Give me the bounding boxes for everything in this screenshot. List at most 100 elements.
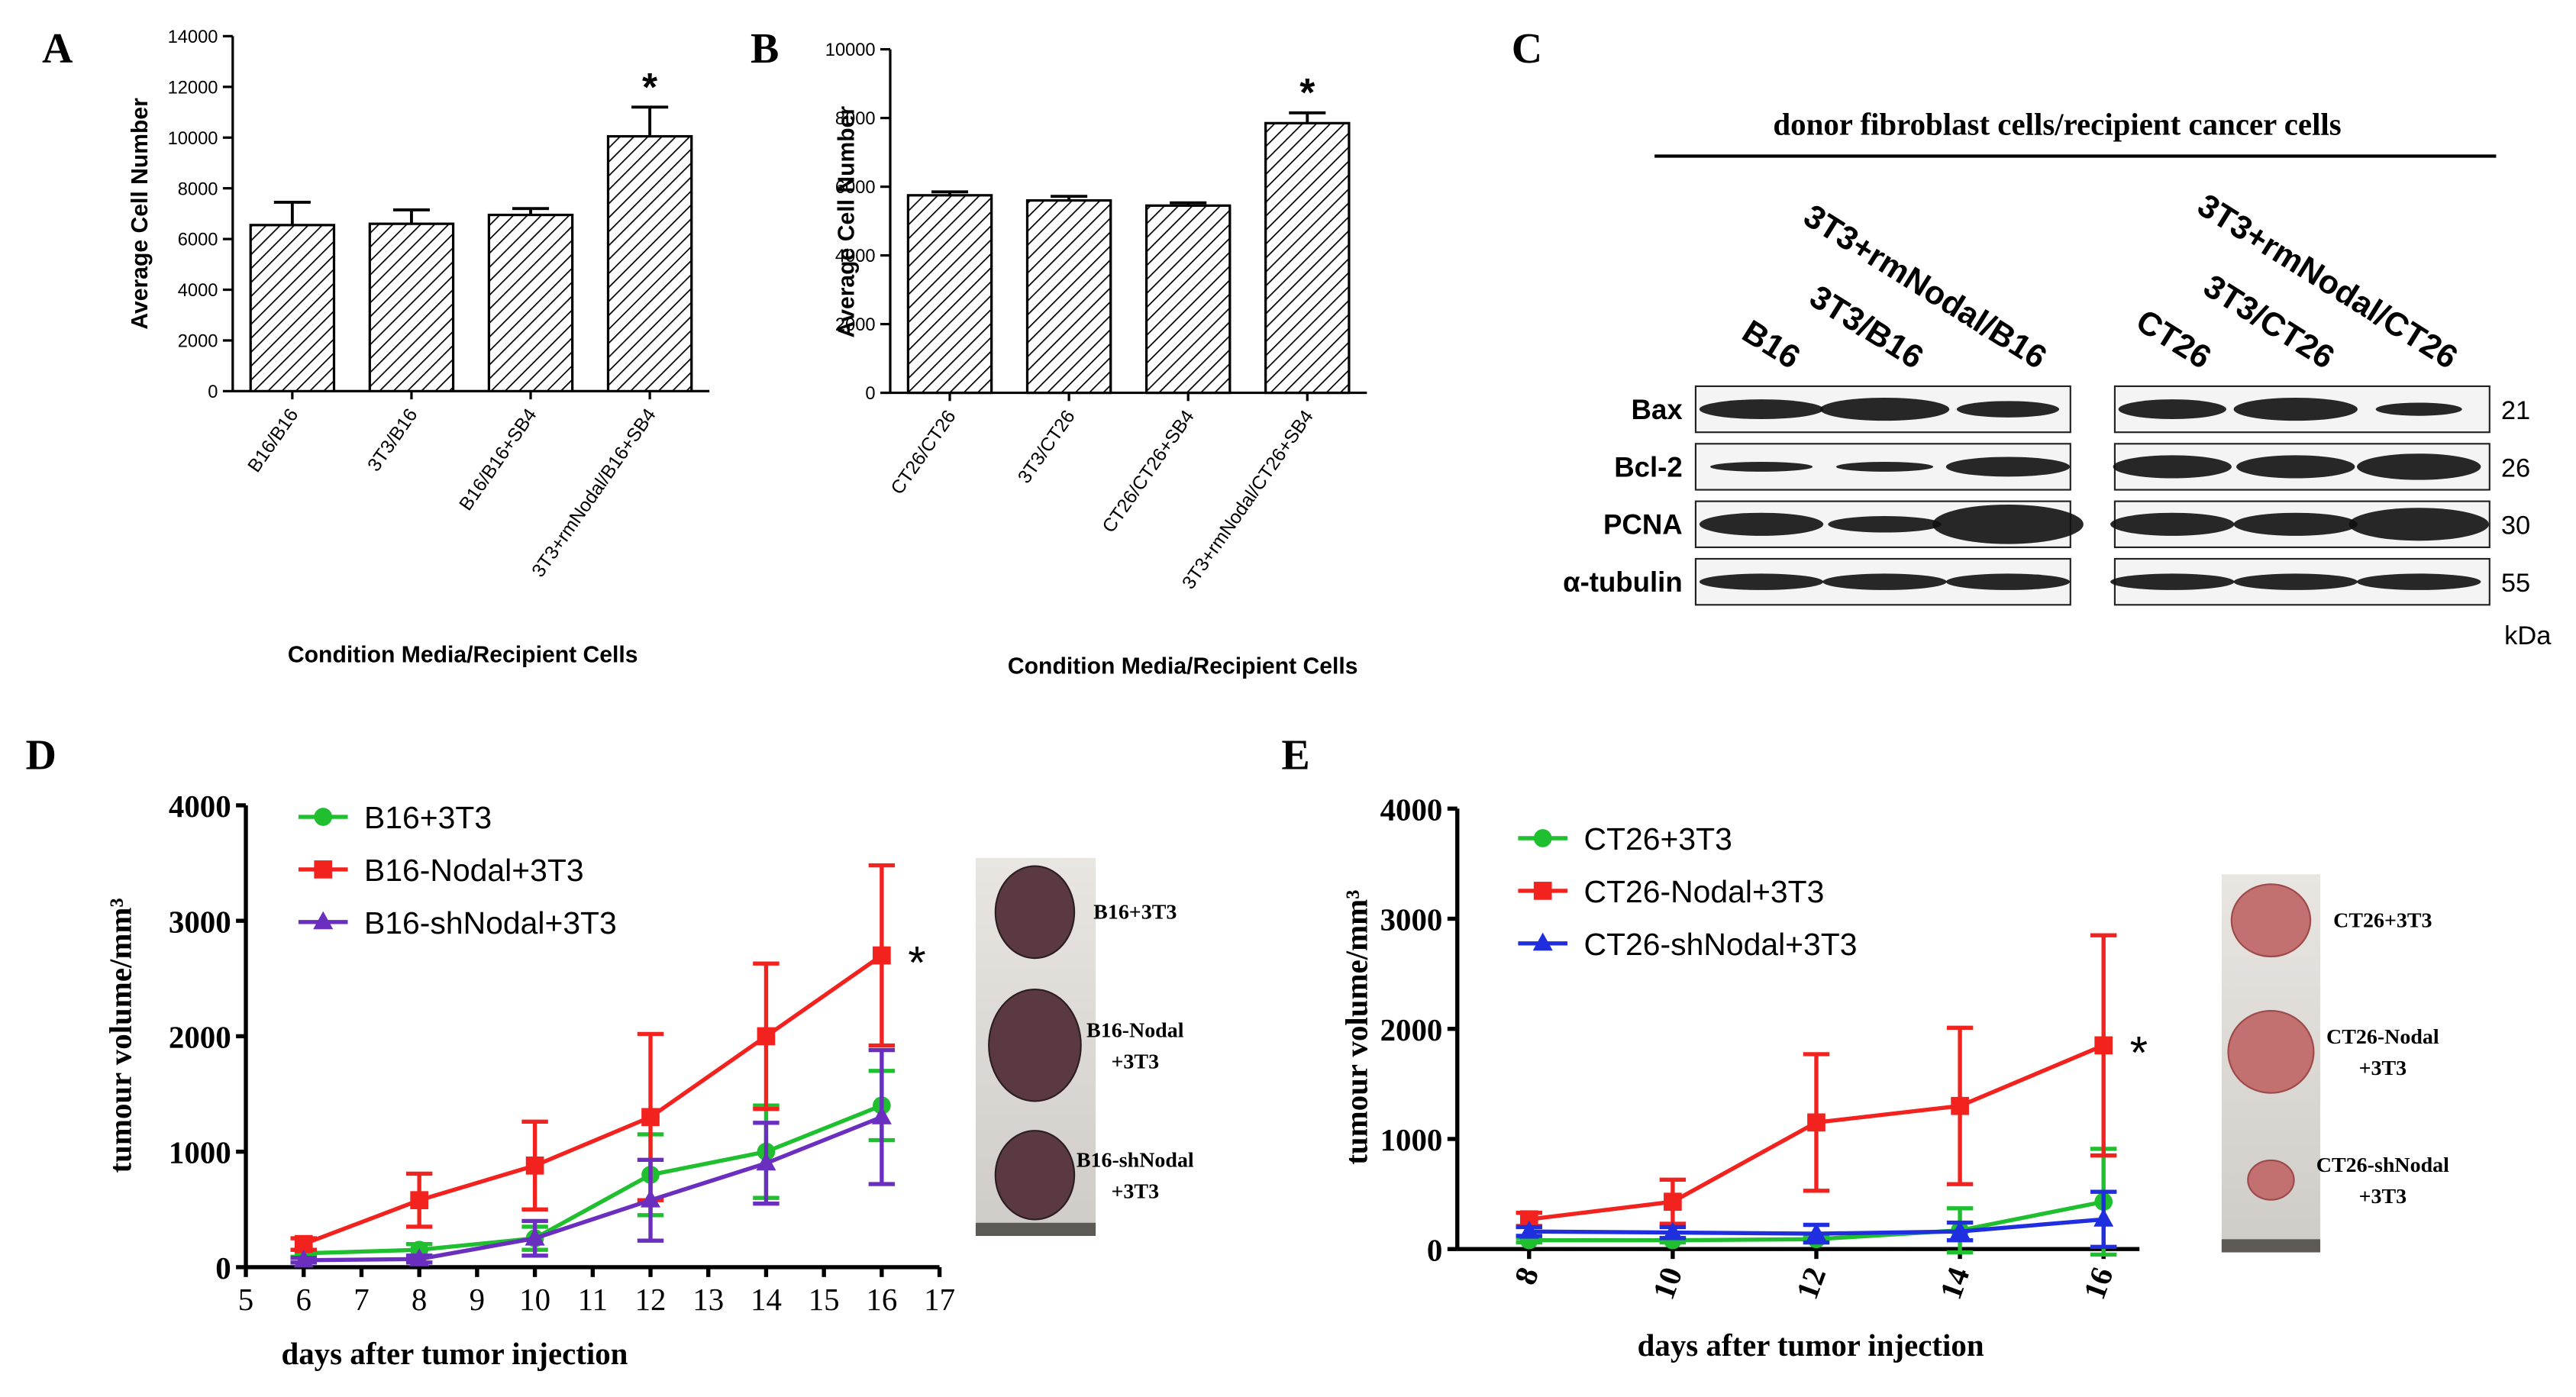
blot-band — [1828, 516, 1942, 533]
x-tick-label: 11 — [578, 1282, 608, 1317]
row-label: α-tubulin — [1563, 566, 1683, 598]
x-tick-label: 3T3/CT26 — [1014, 407, 1079, 488]
blot-band — [2233, 398, 2358, 421]
x-tick-label: 12 — [1790, 1263, 1832, 1304]
marker — [1950, 1220, 1971, 1239]
legend-label: B16+3T3 — [364, 800, 492, 835]
legend-label: B16-Nodal+3T3 — [364, 853, 584, 888]
tumor — [994, 1130, 1076, 1221]
x-tick-label: 16 — [866, 1282, 897, 1317]
y-tick-label: 8000 — [178, 179, 218, 199]
blot-band — [1945, 457, 2071, 477]
bar — [606, 134, 693, 393]
bar — [487, 213, 574, 393]
marker — [1807, 1113, 1825, 1132]
bar — [1264, 121, 1351, 395]
legend-marker — [1533, 829, 1552, 847]
blot-band — [2357, 573, 2481, 590]
annotation: * — [642, 65, 658, 109]
x-tick-label: 3T3/B16 — [364, 405, 422, 475]
y-tick-label: 0 — [1427, 1233, 1442, 1267]
annotation: * — [2130, 1027, 2148, 1079]
row-label: Bax — [1632, 394, 1683, 425]
legend-label: CT26-shNodal+3T3 — [1584, 927, 1858, 962]
x-tick-label: 10 — [519, 1282, 550, 1317]
marker — [1806, 1222, 1827, 1241]
y-tick-label: 10000 — [825, 40, 876, 60]
y-tick-label: 0 — [865, 384, 875, 404]
blot-band — [2113, 455, 2232, 479]
photo-ruler — [975, 1222, 1096, 1237]
bar — [906, 194, 993, 395]
legend-marker — [1532, 932, 1553, 951]
marker — [1664, 1192, 1682, 1211]
lane-label: CT26 — [2129, 302, 2217, 376]
photo-label: +3T3 — [2359, 1185, 2407, 1208]
x-tick-label: 12 — [635, 1282, 667, 1317]
panel-letter: A — [42, 25, 73, 73]
marker — [410, 1191, 429, 1210]
marker — [873, 946, 891, 965]
kda-label: 26 — [2501, 453, 2530, 482]
photo-ruler — [2221, 1239, 2321, 1253]
marker — [2094, 1036, 2113, 1055]
blot-band — [2233, 573, 2358, 590]
tumor — [994, 865, 1076, 960]
y-axis-label: tumour volume/mm³ — [103, 898, 137, 1173]
y-tick-label: 6000 — [835, 178, 876, 198]
x-tick-label: CT26/CT26+SB4 — [1099, 406, 1199, 537]
tumor — [2227, 1009, 2315, 1094]
legend-marker — [1533, 882, 1552, 900]
photo-label: CT26-Nodal — [2326, 1025, 2439, 1049]
marker — [640, 1189, 661, 1208]
x-tick-label: 13 — [692, 1282, 724, 1317]
x-tick-label: 17 — [924, 1282, 955, 1317]
panel-letter: D — [26, 732, 56, 779]
legend-label: CT26-Nodal+3T3 — [1584, 874, 1825, 909]
x-axis-label: days after tumor injection — [1638, 1328, 1984, 1363]
y-tick-label: 3000 — [1380, 903, 1443, 937]
x-tick-label: 7 — [353, 1282, 369, 1317]
row-label: Bcl-2 — [1614, 451, 1682, 482]
x-tick-label: CT26/CT26 — [887, 407, 960, 498]
legend-marker — [314, 860, 333, 879]
kda-label: 30 — [2501, 511, 2530, 540]
bar — [368, 222, 455, 393]
y-tick-label: 0 — [208, 382, 218, 402]
tumor — [988, 988, 1082, 1102]
blot-band — [1956, 401, 2060, 418]
marker — [1519, 1210, 1538, 1229]
x-tick-label: 9 — [470, 1282, 485, 1317]
x-tick-label: 16 — [2077, 1263, 2119, 1304]
photo-label: CT26+3T3 — [2333, 908, 2432, 932]
photo-label: +3T3 — [1111, 1050, 1159, 1073]
x-tick-label: 8 — [412, 1282, 427, 1317]
y-tick-label: 4000 — [835, 247, 876, 266]
marker — [294, 1234, 313, 1253]
lane-label: B16 — [1736, 313, 1806, 376]
x-tick-label: 10 — [1646, 1263, 1689, 1304]
blot-band — [1822, 573, 1947, 590]
x-axis-label: days after tumor injection — [281, 1337, 628, 1371]
tumor — [2247, 1159, 2295, 1201]
bar — [1144, 204, 1232, 395]
blot-band — [1709, 461, 1813, 472]
marker — [756, 1152, 776, 1171]
y-tick-label: 1000 — [169, 1136, 231, 1170]
x-tick-label: 15 — [809, 1282, 840, 1317]
photo-label: CT26-shNodal — [2316, 1153, 2449, 1177]
photo-label: +3T3 — [2359, 1057, 2407, 1080]
marker — [525, 1156, 544, 1175]
y-tick-label: 3000 — [169, 905, 231, 939]
panel-letter: C — [1512, 25, 1542, 73]
x-tick-label: 3T3+rmNodal/CT26+SB4 — [1179, 406, 1318, 592]
y-tick-label: 2000 — [835, 315, 876, 335]
blot-band — [2118, 399, 2226, 419]
legend-label: B16-shNodal+3T3 — [364, 905, 617, 940]
blot-band — [2233, 512, 2358, 536]
x-tick-label: B16/B16+SB4 — [456, 405, 541, 515]
annotation: * — [1299, 70, 1315, 115]
blot-band — [2375, 402, 2462, 416]
